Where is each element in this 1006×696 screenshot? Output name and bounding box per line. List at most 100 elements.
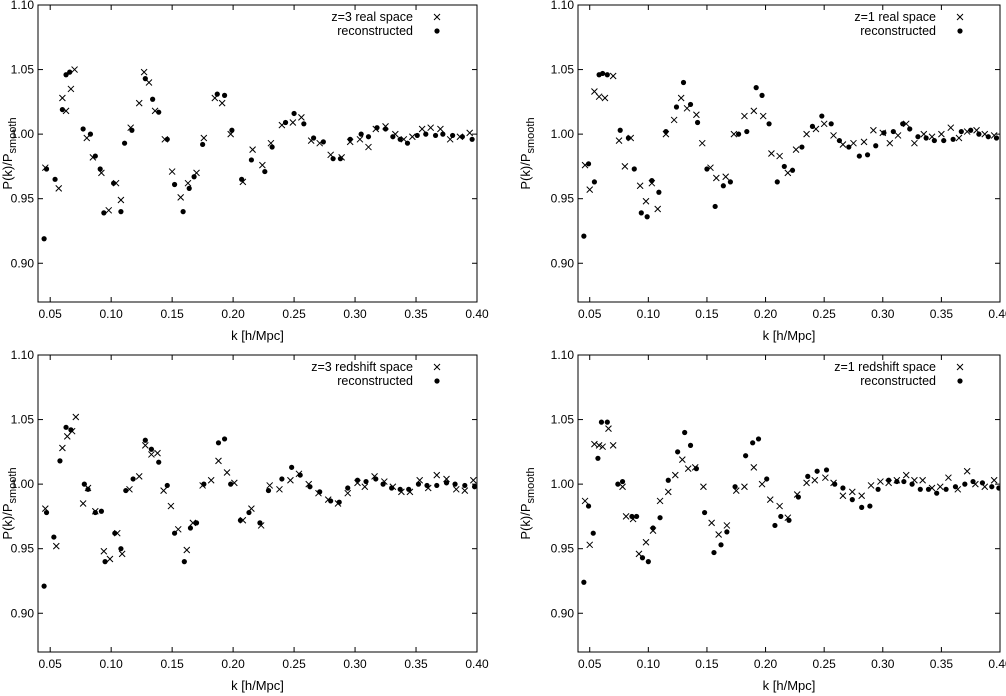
x-tick-label: 0.10 [99, 307, 123, 321]
data-point-dot [617, 127, 623, 133]
legend-label: reconstructed [860, 24, 936, 38]
y-tick-label: 0.95 [551, 192, 575, 206]
data-point-dot [215, 440, 222, 446]
data-point-cross [287, 476, 294, 484]
x-tick-label: 0.20 [221, 307, 245, 321]
data-point-dot [328, 498, 334, 504]
data-point-dot [682, 429, 688, 436]
data-point-dot [345, 485, 351, 491]
data-point-dot [943, 486, 949, 492]
data-point-dot [289, 464, 295, 470]
data-point-dot [650, 525, 656, 531]
data-point-cross [72, 413, 80, 421]
data-point-cross [183, 546, 191, 554]
data-point-dot [886, 477, 892, 483]
data-point-dot [150, 96, 156, 102]
y-tick-label: 1.05 [11, 413, 35, 427]
data-point-cross [768, 150, 775, 157]
data-point-dot [931, 137, 937, 144]
data-point-dot [819, 113, 825, 119]
data-point-cross [784, 169, 792, 177]
data-point-dot [680, 79, 687, 86]
y-tick-label: 1.10 [11, 0, 35, 12]
data-point-dot [221, 436, 228, 442]
data-point-dot [581, 233, 587, 239]
data-point-dot [996, 485, 1000, 491]
data-point-dot [711, 549, 717, 556]
data-point-dot [187, 525, 194, 531]
data-point-cross [919, 476, 926, 484]
data-point-dot [625, 135, 632, 141]
x-tick-label: 0.30 [343, 657, 367, 671]
data-point-cross [911, 139, 918, 147]
data-point-dot [864, 152, 871, 158]
data-point-dot [450, 132, 456, 139]
data-point-cross [586, 186, 594, 194]
data-point-cross [642, 538, 650, 546]
data-point-cross [200, 134, 208, 142]
data-point-cross [619, 483, 626, 491]
data-point-cross [452, 485, 460, 493]
data-point-dot [875, 486, 881, 492]
data-point-dot [102, 559, 108, 565]
y-tick-label: 0.95 [11, 192, 35, 206]
data-point-dot [358, 131, 364, 137]
data-point-cross [656, 497, 664, 505]
data-point-cross [945, 474, 952, 482]
data-point-dot [41, 236, 47, 242]
plot-frame [577, 4, 1001, 303]
y-axis-label: P(k)/Psmooth [518, 117, 537, 189]
data-point-dot [644, 214, 650, 220]
data-point-cross [730, 130, 738, 138]
data-point-dot [849, 497, 855, 503]
data-point-cross [821, 474, 829, 482]
data-point-cross [860, 138, 868, 146]
y-tick-label: 1.10 [551, 0, 575, 12]
data-point-cross [207, 476, 215, 484]
data-point-cross [168, 168, 176, 175]
data-point-dot [121, 140, 128, 146]
legend-label: z=3 redshift space [311, 360, 413, 374]
legend-label: reconstructed [337, 374, 413, 388]
data-point-dot [799, 144, 805, 150]
data-point-cross [622, 513, 630, 520]
data-point-cross [750, 107, 758, 115]
data-point-cross [461, 487, 469, 494]
data-point-dot [92, 153, 98, 159]
data-point-cross [723, 522, 731, 529]
data-point-cross [71, 66, 78, 73]
data-point-cross [811, 476, 819, 484]
plot-frame [37, 354, 478, 653]
data-point-dot [262, 168, 268, 175]
data-point-cross [848, 488, 856, 496]
data-point-dot [600, 70, 606, 77]
data-point-dot [237, 517, 244, 523]
data-point-dot [434, 482, 440, 489]
x-tick-label: 0.40 [988, 657, 1006, 671]
data-point-dot [950, 136, 956, 142]
data-point-dot [823, 467, 830, 473]
data-point-dot [52, 176, 58, 182]
legend-marker-dot [434, 28, 440, 34]
data-point-dot [200, 141, 206, 148]
data-point-dot [41, 583, 47, 589]
data-point-dot [789, 167, 796, 173]
data-point-dot [111, 180, 117, 186]
data-point-cross [266, 482, 274, 489]
data-point-dot [87, 131, 94, 137]
data-point-dot [181, 559, 187, 565]
data-point-dot [269, 144, 275, 150]
x-tick-label: 0.10 [637, 307, 661, 321]
data-point-cross [792, 146, 800, 153]
y-tick-label: 1.00 [11, 127, 35, 141]
data-point-dot [201, 481, 207, 487]
data-point-cross [52, 542, 60, 550]
chart-panel-top-left: 0.90 0.95 1.00 1.05 1.10 0.05 0.10 0.15 0.20 0.25… [0, 0, 489, 343]
y-axis-label-sub: smooth [7, 467, 19, 503]
data-point-dot [171, 530, 178, 536]
data-point-dot [915, 134, 921, 140]
data-point-dot [336, 499, 342, 505]
data-point-dot [164, 136, 170, 142]
x-tick-label: 0.35 [930, 657, 954, 671]
